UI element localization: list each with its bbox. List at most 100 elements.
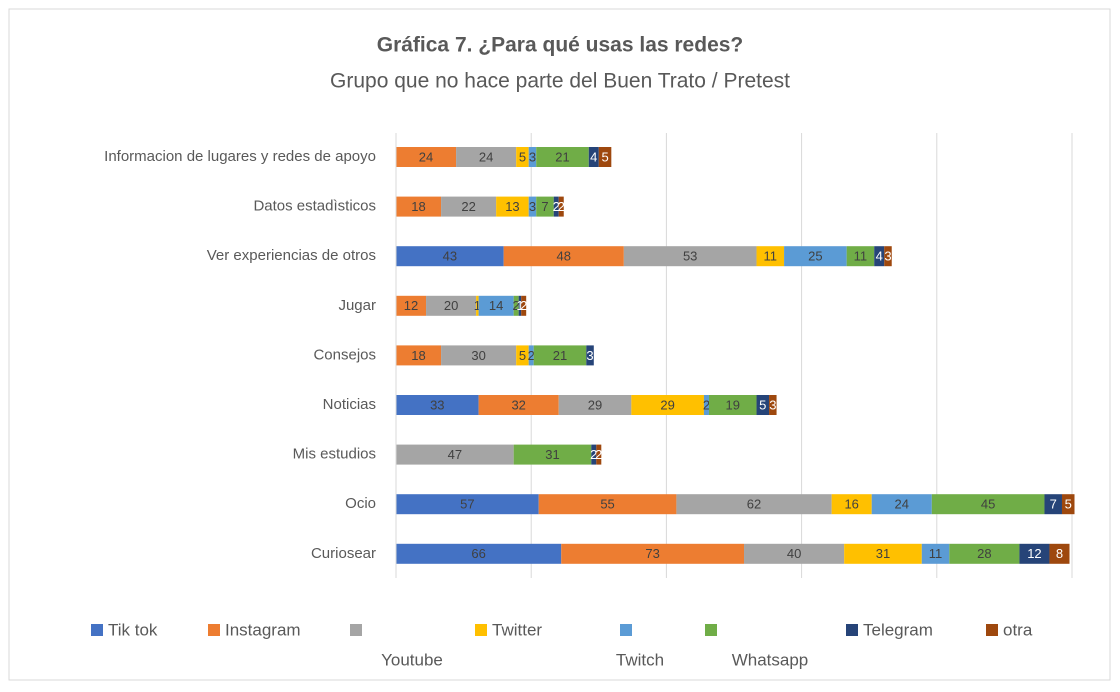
y-tick-label: Noticias (323, 396, 376, 413)
bar-segment (558, 395, 632, 415)
data-label: 1 (474, 298, 481, 313)
data-label: 5 (759, 397, 766, 412)
data-label: 4 (590, 149, 597, 164)
legend-swatch (986, 624, 998, 636)
bar-segment (586, 345, 594, 366)
legend-label: otra (1003, 620, 1033, 639)
data-label: 25 (808, 249, 822, 264)
data-label: 24 (479, 149, 493, 164)
data-label: 2 (513, 298, 520, 313)
bar-segment (1044, 494, 1062, 515)
data-label: 2 (590, 447, 597, 462)
bar-segment (708, 395, 757, 415)
bar-segment (703, 395, 709, 415)
bar-segment (538, 494, 677, 515)
data-label: 1 (516, 298, 523, 313)
bar-segment (744, 543, 845, 564)
bar-segment (441, 345, 517, 366)
bar-segment (631, 395, 704, 415)
bar-segment (496, 196, 529, 217)
data-label: 11 (764, 249, 778, 264)
data-label: 40 (787, 546, 801, 561)
data-label: 73 (645, 546, 659, 561)
legend-swatch (208, 624, 220, 636)
legend-label: Tik tok (108, 620, 158, 639)
data-label: 2 (528, 348, 535, 363)
bar-segment (676, 494, 832, 515)
bar-segment (1019, 543, 1050, 564)
bar-segment (769, 395, 777, 415)
bar-segment (874, 246, 885, 267)
data-label: 11 (854, 249, 868, 264)
y-tick-label: Curiosear (311, 545, 376, 562)
bar-segment (478, 295, 514, 316)
data-label: 18 (411, 348, 425, 363)
bar-segment (516, 345, 529, 366)
legend-label: Instagram (225, 620, 301, 639)
data-label: 5 (601, 149, 608, 164)
bar-segment (756, 246, 785, 267)
data-label: 57 (460, 497, 474, 512)
bar-segment (598, 147, 612, 167)
y-tick-label: Ver experiencias de otros (207, 247, 376, 264)
data-label: 31 (545, 447, 559, 462)
legend-swatch (350, 624, 362, 636)
data-label: 32 (511, 397, 525, 412)
data-label: 12 (1027, 546, 1041, 561)
data-label: 11 (929, 546, 943, 561)
data-label: 31 (876, 546, 890, 561)
data-label: 2 (595, 447, 602, 462)
data-label: 3 (769, 397, 776, 412)
bar-segment (623, 246, 757, 267)
data-label: 2 (520, 298, 527, 313)
data-label: 18 (411, 199, 425, 214)
legend-label: Twitch (616, 650, 664, 669)
data-label: 24 (895, 497, 909, 512)
data-label: 2 (558, 199, 565, 214)
bar-segment (396, 444, 514, 465)
bar-segment (784, 246, 847, 267)
data-label: 48 (557, 249, 571, 264)
bar-segment (513, 444, 592, 465)
data-label: 3 (529, 149, 536, 164)
y-tick-label: Jugar (338, 297, 376, 314)
legend-label: Twitter (492, 620, 542, 639)
data-label: 33 (430, 397, 444, 412)
data-label: 14 (489, 298, 503, 313)
chart-frame (8, 8, 1111, 681)
legend-swatch (91, 624, 103, 636)
data-label: 3 (884, 249, 891, 264)
bar-segment (591, 444, 597, 465)
data-label: 55 (600, 497, 614, 512)
data-label: 21 (555, 149, 569, 164)
bar-segment (536, 196, 554, 217)
bar-segment (513, 295, 519, 316)
bar-segment (476, 295, 479, 316)
data-label: 5 (1065, 497, 1072, 512)
legend-label: Youtube (381, 650, 443, 669)
bar-segment (396, 246, 504, 267)
bar-segment (396, 295, 427, 316)
bar-segment (396, 345, 442, 366)
legend-label: Telegram (863, 620, 933, 639)
y-tick-label: Ocio (345, 495, 376, 512)
bar-segment (396, 494, 539, 515)
data-label: 28 (977, 546, 991, 561)
data-label: 7 (1050, 497, 1057, 512)
bar-segment (558, 196, 564, 217)
bar-segment (561, 543, 745, 564)
data-label: 43 (443, 249, 457, 264)
bar-segment (396, 395, 479, 415)
bar-segment (846, 246, 875, 267)
data-label: 4 (876, 249, 883, 264)
bar-segment (516, 147, 529, 167)
legend-label: Whatsapp (732, 650, 809, 669)
data-label: 22 (461, 199, 475, 214)
data-label: 3 (529, 199, 536, 214)
data-label: 66 (471, 546, 485, 561)
data-label: 53 (683, 249, 697, 264)
bar-segment (528, 147, 537, 167)
bar-segment (396, 147, 457, 167)
data-label: 12 (404, 298, 418, 313)
